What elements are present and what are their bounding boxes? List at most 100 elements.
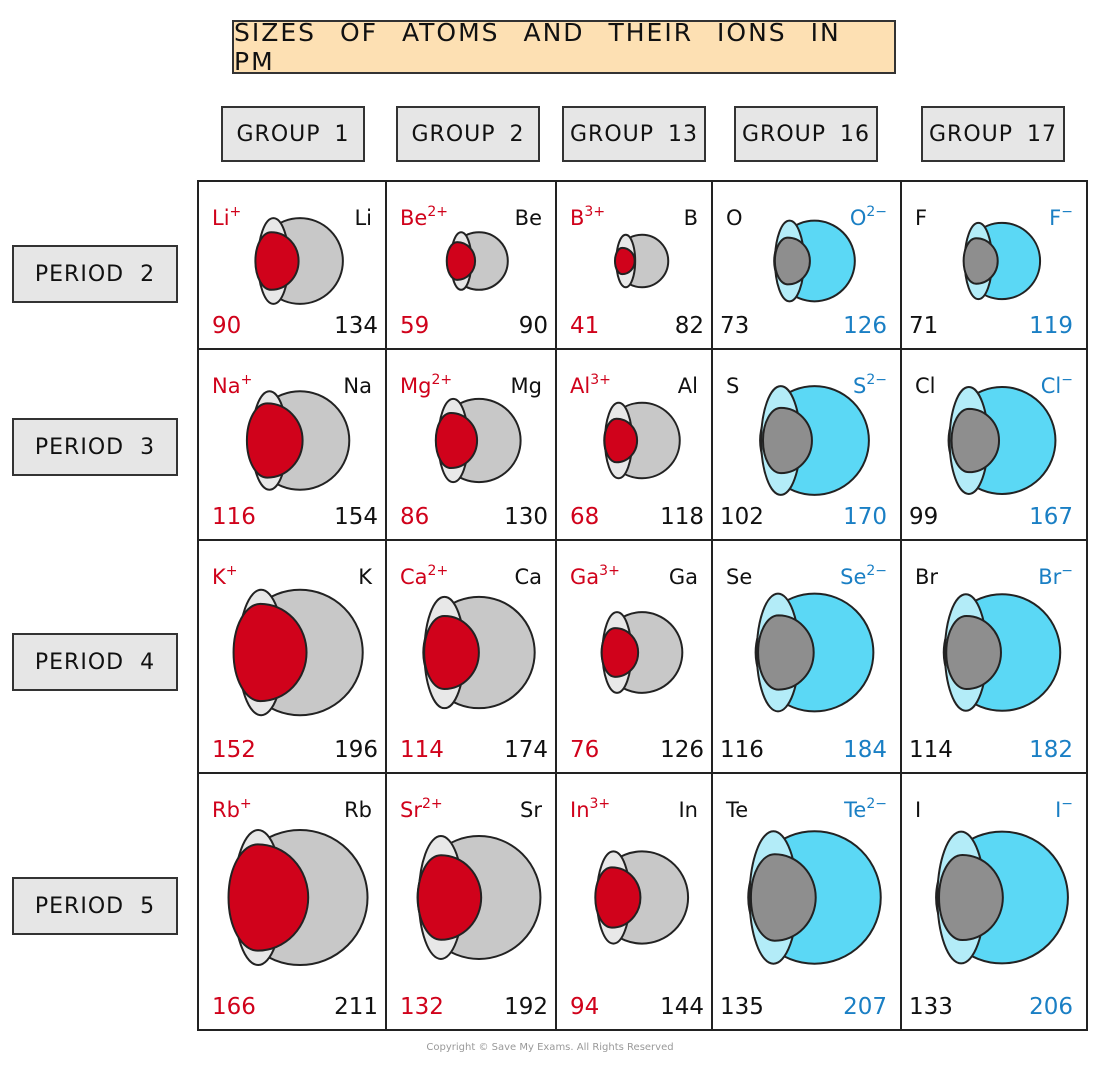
ion-radius-value: 170	[843, 504, 887, 530]
ion-symbol-charge: 2−	[866, 563, 887, 579]
ion-symbol: Ga3+	[570, 563, 620, 589]
ion-symbol-symbol: Se	[840, 565, 866, 589]
cell-s: S S2−102 170	[720, 372, 887, 530]
ion-symbol: Na+	[212, 372, 252, 398]
atom-symbol: Se	[726, 565, 752, 589]
ion-symbol: Br−	[1038, 563, 1073, 589]
ion-symbol: K+	[212, 563, 238, 589]
ion-symbol-charge: 2+	[422, 796, 443, 812]
ion-radius-value: 167	[1029, 504, 1073, 530]
ion-symbol-symbol: Li	[212, 206, 230, 230]
ion-radius-value: 90	[212, 313, 241, 339]
cell-te: Te Te2−135 207	[720, 796, 887, 1020]
group-header-1: GROUP 1	[221, 106, 365, 162]
cation-core	[227, 843, 310, 952]
ion-symbol: Sr2+	[400, 796, 443, 822]
ion-symbol-charge: 3+	[590, 372, 611, 388]
atom-symbol: Sr	[520, 798, 542, 822]
atom-radius-value: 144	[660, 994, 704, 1020]
ion-symbol-charge: 2+	[427, 204, 448, 220]
cation-core	[594, 866, 642, 929]
atom-radius-value: 90	[519, 313, 548, 339]
ion-symbol-charge: 2+	[428, 563, 449, 579]
period-label-3: PERIOD 3	[12, 418, 178, 476]
ion-symbol-charge: +	[240, 796, 252, 812]
ion-symbol-charge: +	[241, 372, 253, 388]
ion-symbol-symbol: I	[1055, 798, 1061, 822]
atom-radius-value: 196	[334, 737, 378, 763]
ion-symbol-symbol: K	[212, 565, 227, 589]
cation-core	[613, 246, 636, 276]
ion-symbol: Cl−	[1041, 372, 1073, 398]
ion-symbol: Se2−	[840, 563, 887, 589]
cation-core	[416, 854, 483, 941]
ion-symbol-symbol: Mg	[400, 374, 431, 398]
ion-symbol-symbol: O	[850, 206, 867, 230]
group-header-17: GROUP 17	[921, 106, 1065, 162]
atom-radius-value: 116	[720, 737, 764, 763]
atom-symbol: F	[915, 206, 927, 230]
atom-radius-value: 118	[660, 504, 704, 530]
ion-symbol-charge: −	[1061, 204, 1073, 220]
atom-symbol: Cl	[915, 374, 936, 398]
ion-symbol-charge: 2−	[866, 204, 887, 220]
atom-radius-value: 192	[504, 994, 548, 1020]
atom-core	[950, 407, 1001, 474]
ion-symbol-charge: −	[1061, 796, 1073, 812]
cell-se: Se Se2−116 184	[720, 563, 887, 763]
atom-symbol: K	[358, 565, 373, 589]
ion-symbol: Te2−	[843, 796, 887, 822]
group-header-16: GROUP 16	[734, 106, 878, 162]
atom-radius-value: 99	[909, 504, 938, 530]
atom-symbol: I	[915, 798, 921, 822]
atom-radius-value: 135	[720, 994, 764, 1020]
ion-symbol-charge: 2−	[866, 796, 887, 812]
atom-radius-value: 126	[660, 737, 704, 763]
atom-symbol: B	[684, 206, 698, 230]
cell-i: I I−133 206	[909, 796, 1073, 1020]
atom-core	[761, 406, 813, 475]
atom-radius-value: 130	[504, 504, 548, 530]
ion-symbol: Rb+	[212, 796, 252, 822]
ion-symbol-symbol: In	[570, 798, 590, 822]
atom-shell	[614, 233, 670, 289]
ion-radius-value: 184	[843, 737, 887, 763]
ion-radius-value: 59	[400, 313, 429, 339]
ion-symbol: O2−	[850, 204, 887, 230]
ion-radius-value: 86	[400, 504, 429, 530]
cell-br: Br Br−114 182	[909, 563, 1073, 763]
ion-radius-value: 41	[570, 313, 599, 339]
atom-symbol: Ca	[514, 565, 542, 589]
atom-core	[938, 853, 1004, 942]
ion-symbol-charge: 2+	[431, 372, 452, 388]
ion-symbol: I−	[1055, 796, 1073, 822]
ion-symbol-charge: +	[230, 204, 242, 220]
atom-symbol: Br	[915, 565, 938, 589]
ion-symbol-symbol: Rb	[212, 798, 240, 822]
atom-core	[757, 614, 815, 691]
atom-radius-value: 133	[909, 994, 953, 1020]
copyright-notice: Copyright © Save My Exams. All Rights Re…	[426, 1042, 674, 1053]
atom-radius-value: 82	[675, 313, 704, 339]
ion-symbol: Mg2+	[400, 372, 452, 398]
atom-symbol: Mg	[511, 374, 542, 398]
ion-symbol-symbol: F	[1049, 206, 1061, 230]
atom-core	[773, 236, 811, 286]
ion-symbol: S2−	[853, 372, 887, 398]
cell-o: O O2−73 126	[720, 204, 887, 339]
diagram-title: SIZES OF ATOMS AND THEIR IONS IN PM	[232, 18, 896, 76]
atom-symbol: Te	[725, 798, 748, 822]
atom-core	[962, 237, 999, 285]
atom-symbol: Rb	[344, 798, 372, 822]
cation-core	[603, 417, 639, 464]
atom-symbol: Al	[678, 374, 698, 398]
ion-symbol-symbol: Be	[400, 206, 427, 230]
atom-radius-value: 134	[334, 313, 378, 339]
